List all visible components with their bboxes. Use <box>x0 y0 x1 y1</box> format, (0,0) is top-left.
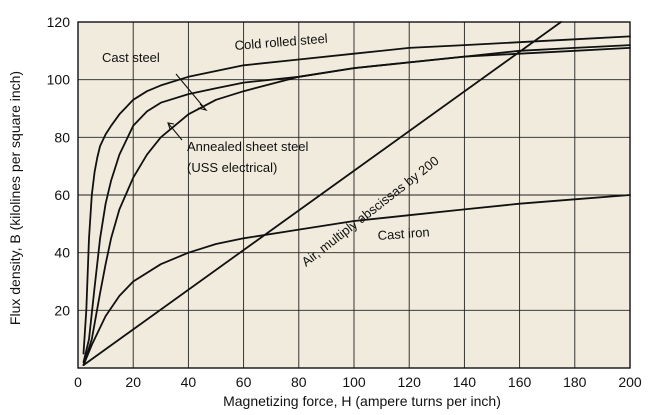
x-tick-label: 200 <box>618 374 642 390</box>
x-tick-label: 0 <box>74 374 82 390</box>
x-axis-label: Magnetizing force, H (ampere turns per i… <box>223 393 501 409</box>
label-annealed-line2: (USS electrical) <box>187 160 277 175</box>
x-tick-label: 20 <box>125 374 141 390</box>
x-tick-label: 180 <box>563 374 587 390</box>
plot-border <box>77 21 631 369</box>
x-tick-label: 80 <box>291 374 307 390</box>
label-cold-rolled-steel: Cold rolled steel <box>234 31 328 53</box>
x-tick-label: 160 <box>508 374 532 390</box>
y-axis-label: Flux density, B (kilolines per square in… <box>7 71 23 325</box>
label-cast-steel: Cast steel <box>102 50 160 65</box>
leader-cast-steel <box>175 73 207 111</box>
y-tick-label: 40 <box>54 245 70 261</box>
y-tick-label: 80 <box>54 129 70 145</box>
y-tick-label: 100 <box>47 72 71 88</box>
curve-cold-rolled-steel <box>82 35 631 355</box>
leader-annealed-arrowhead <box>167 122 175 130</box>
x-tick-label: 100 <box>342 374 366 390</box>
plot-frame <box>77 21 631 369</box>
y-tick-label: 60 <box>54 187 70 203</box>
curve-air-multiply-abscissas-by-200 <box>82 21 562 366</box>
leader-cast-steel-arrowhead <box>197 103 208 112</box>
tick-labels: 0 20 40 60 80 100 120 140 160 180 200 20 40 60 80 100 12… <box>47 14 642 390</box>
label-cast-iron: Cast iron <box>377 224 430 243</box>
curve-cast-iron <box>82 194 631 366</box>
label-annealed-line1: Annealed sheet steel <box>187 139 309 154</box>
grid <box>78 22 630 368</box>
x-tick-label: 140 <box>453 374 477 390</box>
curves <box>82 21 631 366</box>
x-tick-label: 60 <box>236 374 252 390</box>
leader-annealed <box>167 122 183 141</box>
y-tick-label: 20 <box>54 302 70 318</box>
curve-annealed-sheet-steel-uss-electrical <box>82 44 631 366</box>
x-tick-label: 40 <box>181 374 197 390</box>
y-tick-label: 120 <box>47 14 71 30</box>
x-tick-label: 120 <box>398 374 422 390</box>
